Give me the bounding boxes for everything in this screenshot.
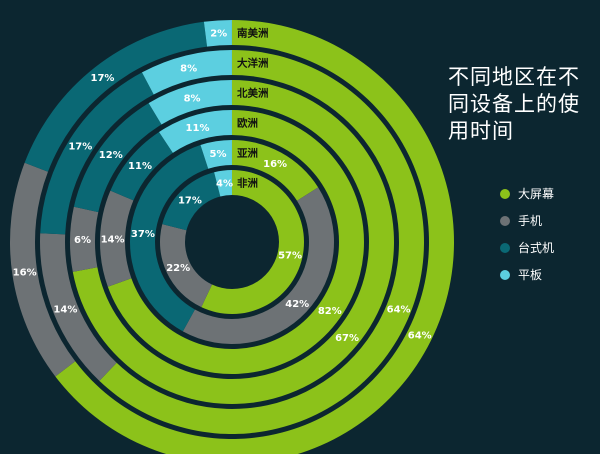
ring-label-南美洲: 南美洲 — [237, 27, 269, 40]
legend-item-desktop[interactable]: 台式机 — [500, 234, 554, 261]
segment-亚洲-大屏幕[interactable] — [232, 140, 319, 201]
segment-label-南美洲-大屏幕: 64% — [408, 331, 432, 342]
segment-非洲-平板[interactable] — [214, 170, 232, 197]
segment-label-亚洲-平板: 5% — [210, 149, 227, 160]
segment-label-北美洲-手机: 6% — [74, 235, 91, 246]
legend-swatch — [500, 188, 510, 199]
title-line-3: 用时间 — [448, 119, 514, 143]
segment-label-欧洲-手机: 14% — [101, 234, 125, 245]
legend-swatch — [500, 215, 510, 226]
ring-label-大洋洲: 大洋洲 — [237, 57, 269, 70]
segment-label-南美洲-平板: 2% — [210, 28, 227, 39]
segment-南美洲-台式机[interactable] — [24, 21, 208, 172]
segment-欧洲-手机[interactable] — [100, 190, 134, 287]
segment-大洋洲-平板[interactable] — [141, 50, 232, 95]
segment-label-欧洲-平板: 11% — [186, 123, 210, 134]
segment-大洋洲-手机[interactable] — [40, 233, 117, 381]
legend-item-large-screen[interactable]: 大屏幕 — [500, 180, 554, 207]
segment-南美洲-手机[interactable] — [10, 162, 76, 377]
segment-label-大洋洲-台式机: 17% — [68, 142, 92, 153]
legend-item-phone[interactable]: 手机 — [500, 207, 554, 234]
segment-label-北美洲-平板: 8% — [184, 93, 201, 104]
title-line-2: 同设备上的使 — [448, 92, 580, 116]
chart-title: 不同地区在不 同设备上的使 用时间 — [448, 64, 598, 145]
ring-label-欧洲: 欧洲 — [237, 117, 258, 130]
segment-北美洲-台式机[interactable] — [73, 103, 162, 213]
segment-label-北美洲-台式机: 12% — [99, 150, 123, 161]
segment-大洋洲-大屏幕[interactable] — [99, 50, 425, 434]
segment-label-亚洲-手机: 42% — [285, 299, 309, 310]
segment-亚洲-平板[interactable] — [200, 140, 232, 169]
segment-南美洲-大屏幕[interactable] — [55, 20, 454, 454]
legend-item-tablet[interactable]: 平板 — [500, 261, 554, 288]
segment-北美洲-平板[interactable] — [148, 80, 232, 125]
segment-非洲-大屏幕[interactable] — [201, 170, 304, 315]
segment-label-非洲-手机: 22% — [166, 263, 190, 274]
segment-亚洲-台式机[interactable] — [130, 144, 209, 332]
segment-label-非洲-平板: 4% — [216, 178, 233, 189]
segment-label-南美洲-台式机: 17% — [91, 73, 115, 84]
ring-label-非洲: 非洲 — [237, 177, 258, 190]
segment-非洲-台式机[interactable] — [162, 172, 221, 231]
segment-label-非洲-大屏幕: 57% — [278, 250, 302, 261]
segment-label-北美洲-大屏幕: 67% — [335, 333, 359, 344]
segment-label-南美洲-手机: 16% — [13, 267, 37, 278]
segment-label-大洋洲-手机: 14% — [53, 304, 77, 315]
legend-swatch — [500, 269, 510, 280]
segment-亚洲-手机[interactable] — [182, 187, 335, 344]
segment-label-大洋洲-大屏幕: 64% — [387, 304, 411, 315]
legend: 大屏幕 手机 台式机 平板 — [500, 180, 554, 288]
segment-欧洲-台式机[interactable] — [110, 132, 173, 201]
segment-北美洲-手机[interactable] — [69, 206, 99, 272]
segment-欧洲-平板[interactable] — [159, 110, 232, 153]
segment-label-非洲-台式机: 17% — [178, 195, 202, 206]
segment-label-大洋洲-平板: 8% — [180, 63, 197, 74]
segment-南美洲-平板[interactable] — [203, 20, 232, 47]
ring-label-北美洲: 北美洲 — [237, 87, 269, 100]
legend-label: 大屏幕 — [518, 187, 555, 201]
legend-label: 台式机 — [518, 241, 555, 255]
segment-label-亚洲-台式机: 37% — [131, 229, 155, 240]
title-line-1: 不同地区在不 — [448, 65, 580, 89]
segment-label-欧洲-台式机: 11% — [128, 161, 152, 172]
segment-label-亚洲-大屏幕: 16% — [263, 159, 287, 170]
segment-大洋洲-台式机[interactable] — [40, 72, 154, 235]
ring-label-亚洲: 亚洲 — [237, 148, 258, 160]
segment-label-欧洲-大屏幕: 82% — [318, 306, 342, 317]
legend-label: 平板 — [518, 268, 543, 282]
segment-非洲-手机[interactable] — [160, 224, 212, 308]
legend-swatch — [500, 242, 510, 253]
legend-label: 手机 — [518, 214, 543, 228]
